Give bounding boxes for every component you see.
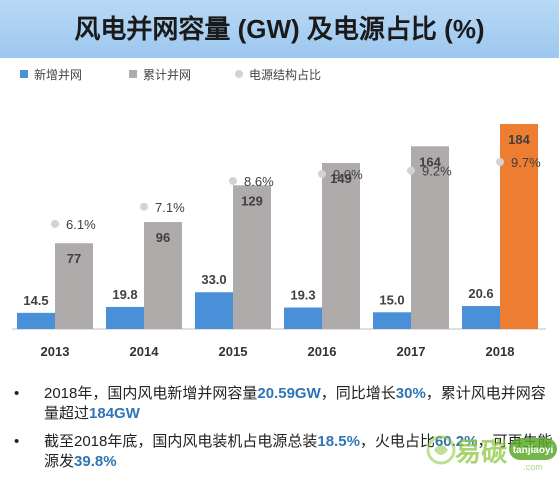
share-label: 7.1% [155,200,185,215]
bullet-text-1: 2018年，国内风电新增并网容量20.59GW，同比增长30%，累计风电并网容量… [44,385,546,422]
legend-swatch [20,70,28,78]
bar-new-label: 33.0 [201,272,226,287]
bullet-item-2: • 截至2018年底，国内风电装机占电源总装18.5%，火电占比60.2%，可再… [14,432,554,472]
share-marker [318,170,326,179]
share-marker [496,158,504,166]
bar-cumulative [411,146,449,329]
watermark-logo: 易碳 tanjiaoyi .com [426,435,557,472]
highlight-value: 184GW [89,405,140,422]
bullet-marker: • [14,433,20,450]
x-tick-label: 2018 [486,344,515,359]
legend-swatch [129,70,137,78]
highlight-value: 39.8% [74,453,117,470]
chart-title: 风电并网容量 (GW) 及电源占比 (%) [74,14,485,44]
bar-new-label: 19.3 [290,287,315,302]
legend-swatch [235,70,243,78]
bar-new [106,306,144,329]
legend-label: 新增并网 [34,67,82,82]
bar-cumulative [144,222,182,329]
share-marker [51,219,59,228]
bar-cumulative [500,124,538,329]
bullet-text-2: 截至2018年底，国内风电装机占电源总装18.5%，火电占比60.2%，可再生能… [44,433,553,470]
bar-cumulative-label: 129 [241,193,263,208]
bar-cumulative-label: 96 [156,230,170,245]
x-tick-label: 2014 [130,344,160,359]
bar-new [284,307,322,329]
bar-cumulative [55,243,93,329]
share-label: 9.7% [511,155,541,170]
share-marker [407,166,415,175]
watermark-site: tanjiaoyi [513,445,554,456]
share-marker [140,202,148,211]
x-tick-label: 2013 [41,344,70,359]
bar-new-label: 14.5 [23,293,48,308]
bar-new [462,306,500,329]
share-label: 6.1% [66,217,96,232]
bullet-segment: ，火电占比 [359,433,435,450]
bar-new [195,292,233,329]
watermark-site-badge [509,438,557,460]
legend-label: 电源结构占比 [249,67,321,82]
x-tick-label: 2016 [308,344,337,359]
bullet-list: • 2018年，国内风电新增并网容量20.59GW，同比增长30%，累计风电并网… [14,384,554,480]
highlight-value: 20.59GW [257,385,321,402]
bar-new [373,312,411,329]
x-tick-label: 2017 [397,344,426,359]
bar-cumulative [233,185,271,329]
share-label: 8.6% [244,174,274,189]
share-marker [229,176,237,185]
bar-cumulative-label: 149 [330,171,352,186]
highlight-value: 30% [395,385,426,402]
bar-new-label: 19.8 [112,287,137,302]
bar-new-label: 15.0 [379,292,404,307]
bullet-segment: ，累计风电并网容量超过 [44,385,546,422]
bullet-segment: 截至2018年底，国内风电装机占电源总装 [44,433,318,450]
watermark-domain: .com [523,462,543,472]
bullet-segment: 2018年，国内风电新增并网容量 [44,385,258,402]
watermark-brand: 易碳 [455,438,508,468]
bar-new [17,312,55,329]
bar-chart: 新增并网 累计并网 电源结构占比 14.5 77 6.1% 2013 19.8 96 7.1% 20… [12,67,546,359]
bullet-marker: • [14,385,20,402]
bar-new-label: 20.6 [468,286,493,301]
x-tick-label: 2015 [219,344,248,359]
legend-label: 累计并网 [143,68,191,82]
bullet-item-1: • 2018年，国内风电新增并网容量20.59GW，同比增长30%，累计风电并网… [14,384,554,424]
highlight-value: 18.5% [317,433,360,450]
share-label: 9.2% [422,164,452,179]
title-bar [0,0,559,58]
bar-cumulative-label: 77 [67,251,81,266]
share-label: 9.0% [333,167,363,182]
bar-cumulative-label: 184 [508,132,530,147]
bar-cumulative [322,162,360,329]
bar-cumulative-label: 164 [419,154,441,169]
bullet-segment: ，同比增长 [320,385,396,402]
